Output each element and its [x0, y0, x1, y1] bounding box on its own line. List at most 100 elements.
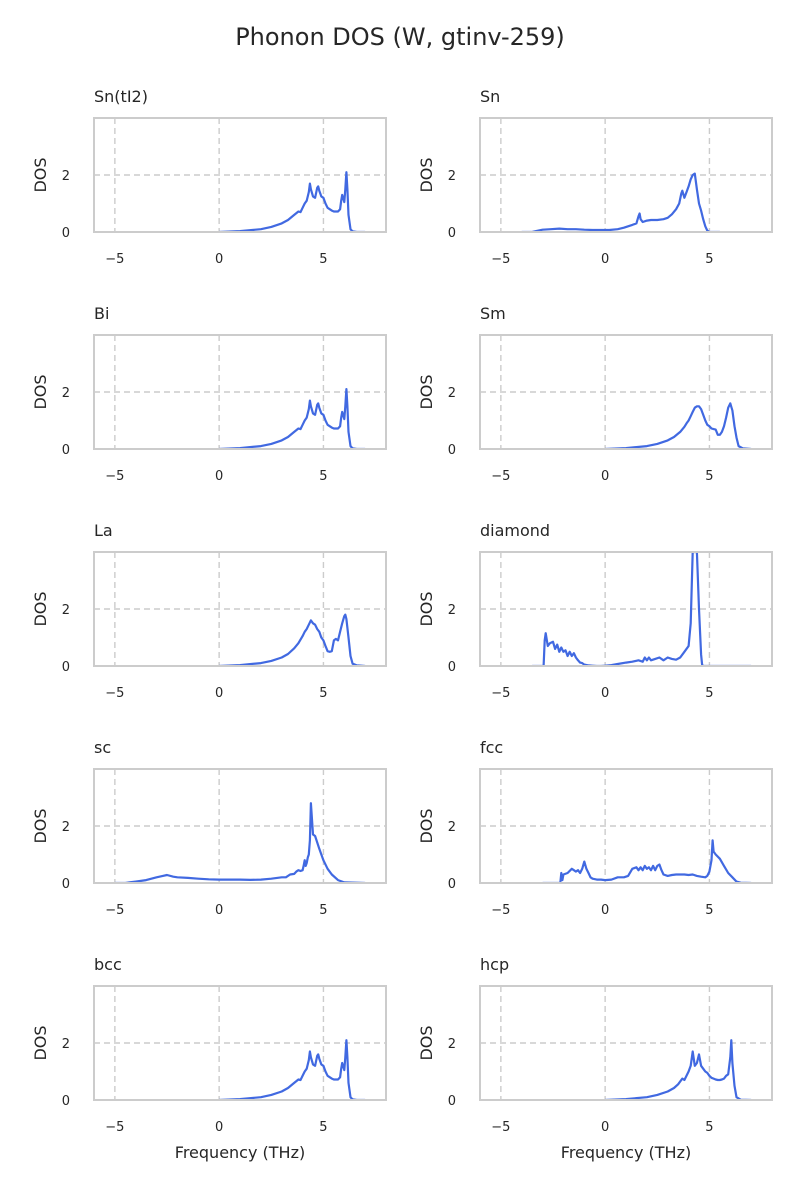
y-axis-label: DOS [417, 157, 436, 192]
y-tick-label: 2 [448, 169, 456, 184]
x-tick-label: −5 [491, 469, 510, 484]
y-axis-label: DOS [31, 808, 50, 843]
y-tick-label: 0 [448, 877, 456, 892]
y-axis-label: DOS [31, 374, 50, 409]
plot-frame [479, 985, 773, 1101]
y-tick-label: 0 [62, 443, 70, 458]
dos-curve-sn [521, 172, 720, 232]
x-tick-label: −5 [491, 903, 510, 918]
y-tick-label: 0 [62, 226, 70, 241]
y-axis-label: DOS [417, 1025, 436, 1060]
panel-bi: Bi −5 0 5 0 2 DOS [31, 304, 387, 484]
plot-frame [93, 985, 387, 1101]
y-axis-label: DOS [417, 374, 436, 409]
plot-frame [93, 551, 387, 667]
y-tick-label: 2 [448, 820, 456, 835]
dos-curve-bi [219, 388, 366, 449]
dos-curve-bcc [219, 1039, 366, 1100]
plot-frame [479, 551, 773, 667]
y-tick-label: 0 [448, 443, 456, 458]
panel-la: La −5 0 5 0 2 DOS [31, 521, 387, 701]
x-tick-label: −5 [105, 903, 124, 918]
plot-frame [479, 334, 773, 450]
x-tick-label: 5 [319, 1120, 327, 1135]
y-tick-label: 2 [62, 820, 70, 835]
x-tick-label: 5 [705, 252, 713, 267]
panel-sm: Sm −5 0 5 0 2 DOS [417, 304, 773, 484]
figure-title: Phonon DOS (W, gtinv-259) [235, 23, 565, 51]
x-tick-label: 5 [319, 686, 327, 701]
panel-sn-ti2: Sn(tI2) −5 0 5 0 2 DOS [31, 87, 387, 267]
panel-sc: sc −5 0 5 0 2 DOS [31, 738, 387, 918]
x-tick-label: 0 [601, 903, 609, 918]
panel-title: La [94, 521, 113, 540]
panel-title: Bi [94, 304, 109, 323]
plot-frame [479, 768, 773, 884]
x-tick-label: −5 [491, 686, 510, 701]
x-tick-label: 5 [705, 686, 713, 701]
panel-sn: Sn −5 0 5 0 2 DOS [417, 87, 773, 267]
panel-title: diamond [480, 521, 550, 540]
dos-curve-sn-ti2 [219, 171, 366, 232]
plot-frame [93, 334, 387, 450]
x-tick-label: −5 [491, 1120, 510, 1135]
y-tick-label: 0 [62, 660, 70, 675]
x-axis-label: Frequency (THz) [175, 1143, 305, 1162]
dos-curve-fcc [542, 839, 752, 883]
x-tick-label: 0 [601, 1120, 609, 1135]
x-tick-label: 0 [601, 469, 609, 484]
panel-title: sc [94, 738, 111, 757]
y-tick-label: 2 [448, 603, 456, 618]
y-axis-label: DOS [31, 591, 50, 626]
x-tick-label: −5 [105, 469, 124, 484]
x-tick-label: 5 [319, 469, 327, 484]
dos-curve-sc [114, 802, 366, 883]
y-tick-label: 0 [448, 660, 456, 675]
x-tick-label: 5 [705, 903, 713, 918]
y-tick-label: 2 [448, 386, 456, 401]
x-tick-label: 0 [215, 1120, 223, 1135]
y-axis-label: DOS [31, 1025, 50, 1060]
panel-title: bcc [94, 955, 122, 974]
panel-title: Sm [480, 304, 506, 323]
y-axis-label: DOS [417, 808, 436, 843]
y-tick-label: 0 [448, 226, 456, 241]
plot-frame [93, 768, 387, 884]
x-tick-label: 0 [601, 252, 609, 267]
y-tick-label: 0 [62, 1094, 70, 1109]
x-tick-label: 5 [319, 252, 327, 267]
y-axis-label: DOS [31, 157, 50, 192]
dos-curve-hcp [605, 1039, 752, 1100]
panel-title: Sn [480, 87, 500, 106]
x-tick-label: 0 [601, 686, 609, 701]
plot-frame [93, 117, 387, 233]
x-tick-label: −5 [491, 252, 510, 267]
panel-fcc: fcc −5 0 5 0 2 DOS [417, 738, 773, 918]
x-tick-label: −5 [105, 686, 124, 701]
y-tick-label: 2 [62, 386, 70, 401]
panel-title: hcp [480, 955, 509, 974]
panel-title: Sn(tI2) [94, 87, 148, 106]
dos-curve-la [219, 613, 366, 666]
y-tick-label: 2 [62, 169, 70, 184]
panel-diamond: diamond −5 0 5 0 2 DOS [417, 521, 773, 701]
panel-bcc: bcc −5 0 5 0 2 DOS Frequency (THz) [31, 955, 387, 1162]
y-tick-label: 0 [62, 877, 70, 892]
x-tick-label: 0 [215, 686, 223, 701]
y-tick-label: 0 [448, 1094, 456, 1109]
x-tick-label: 5 [705, 1120, 713, 1135]
x-tick-label: 0 [215, 252, 223, 267]
x-axis-label: Frequency (THz) [561, 1143, 691, 1162]
x-tick-label: 5 [705, 469, 713, 484]
y-tick-label: 2 [448, 1037, 456, 1052]
plot-frame [479, 117, 773, 233]
x-tick-label: −5 [105, 252, 124, 267]
y-axis-label: DOS [417, 591, 436, 626]
y-tick-label: 2 [62, 1037, 70, 1052]
x-tick-label: 5 [319, 903, 327, 918]
panel-title: fcc [480, 738, 503, 757]
panel-hcp: hcp −5 0 5 0 2 DOS Frequency (THz) [417, 955, 773, 1162]
x-tick-label: 0 [215, 469, 223, 484]
